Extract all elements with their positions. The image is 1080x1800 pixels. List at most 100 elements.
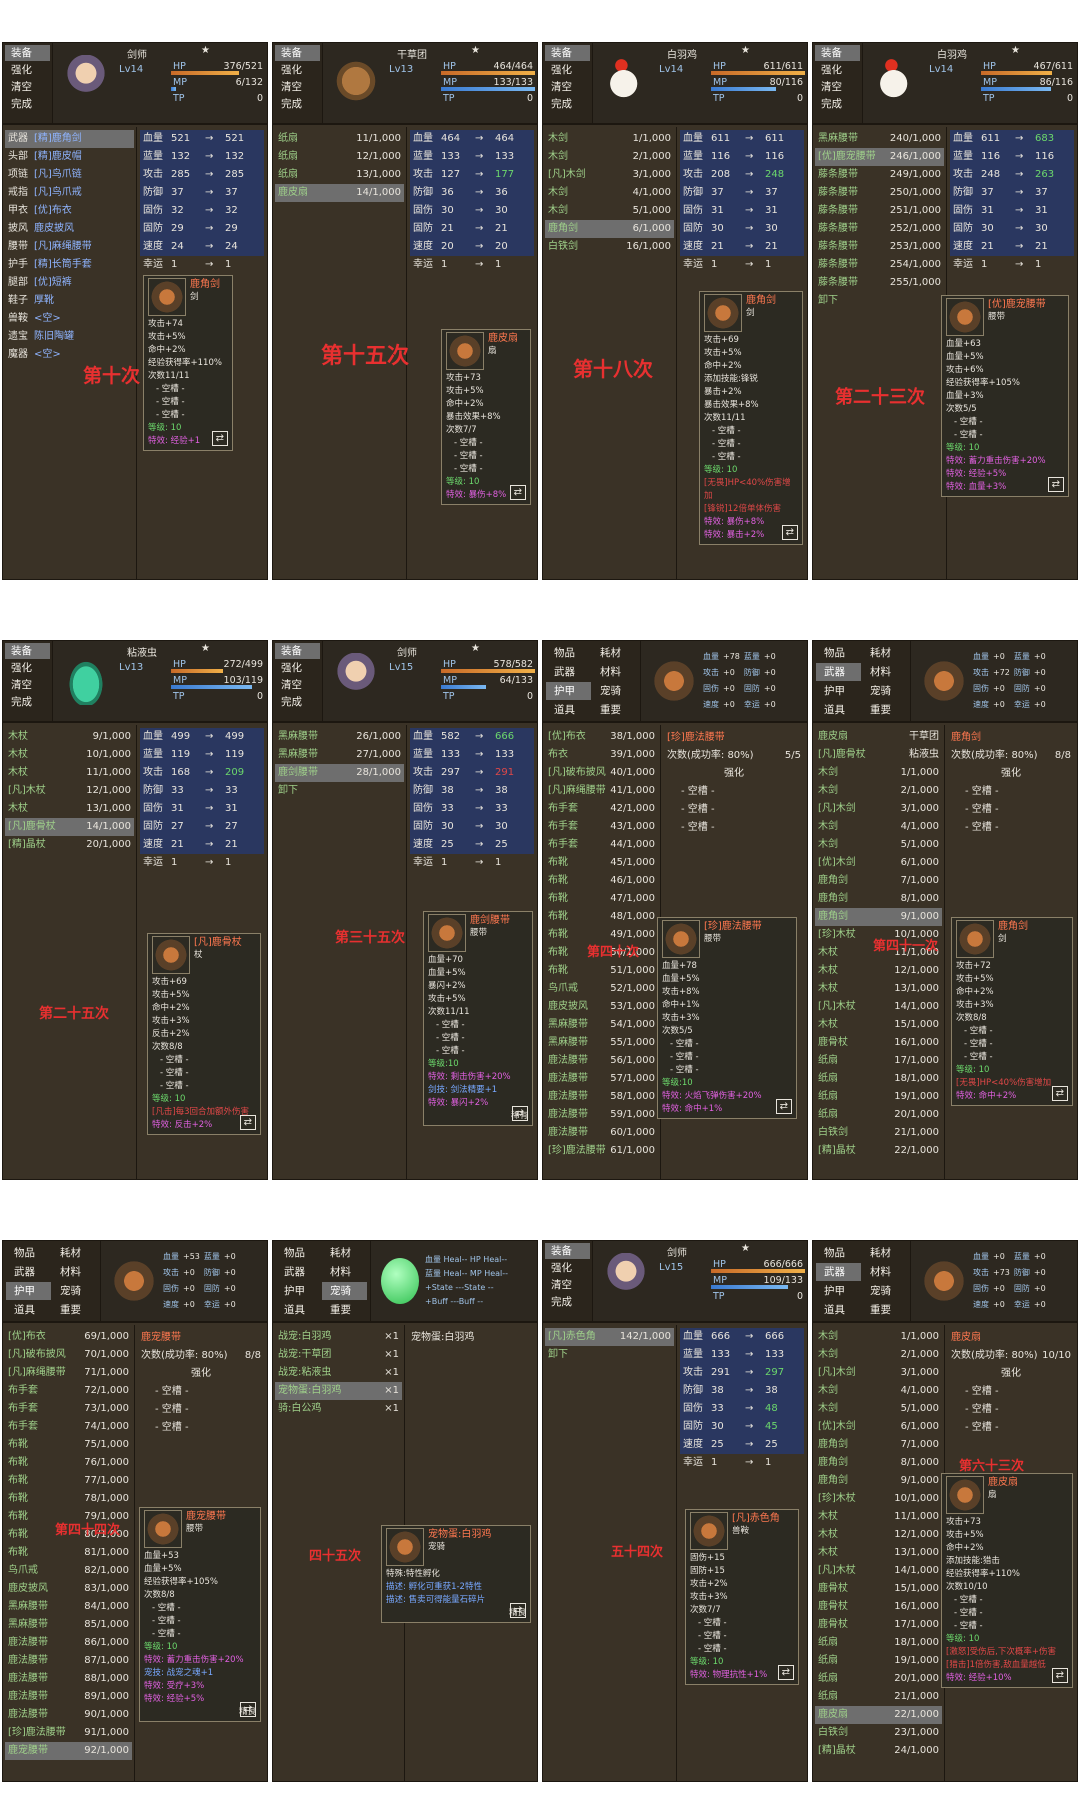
cmd-done[interactable]: 完成 (11, 696, 32, 708)
cmd-enhance[interactable]: 强化 (551, 64, 572, 76)
list-item[interactable]: 卸下 (275, 782, 404, 800)
list-item[interactable]: 纸扇 12/1,000 (275, 148, 404, 166)
cmd-done[interactable]: 完成 (551, 98, 572, 110)
list-item[interactable]: 藤条腰带 249/1,000 (815, 166, 944, 184)
cat-tool[interactable]: 道具 (824, 704, 845, 716)
list-item[interactable]: [凡]木杖 14/1,000 (815, 998, 942, 1016)
list-item[interactable]: 战宠:白羽鸡 ×1 (275, 1328, 402, 1346)
list-item[interactable]: 木剑 4/1,000 (815, 818, 942, 836)
list-item[interactable]: 宠物蛋:白羽鸡 ×1 (275, 1382, 402, 1400)
swap-icon[interactable]: ⇄ (777, 1665, 794, 1680)
swap-icon[interactable]: ⇄ (509, 485, 526, 500)
cat-pet[interactable]: 宠骑 (322, 1282, 367, 1300)
cat-item[interactable]: 物品 (824, 1247, 845, 1259)
list-item[interactable]: 鹿皮扇 22/1,000 (815, 1706, 942, 1724)
list-item[interactable]: [优]鹿宠腰带 246/1,000 (815, 148, 944, 166)
empty-slot[interactable]: - 空槽 - (155, 1422, 189, 1433)
swap-icon[interactable]: ⇄ (511, 1106, 528, 1121)
list-item[interactable]: [优]木剑 6/1,000 (815, 1418, 942, 1436)
list-item[interactable]: 木杖 13/1,000 (5, 800, 134, 818)
list-item[interactable]: [凡]麻绳腰带 41/1,000 (545, 782, 658, 800)
list-item[interactable]: 木剑 1/1,000 (815, 1328, 942, 1346)
list-item[interactable]: 鹿角剑 8/1,000 (815, 890, 942, 908)
list-item[interactable]: 鸟爪戒 52/1,000 (545, 980, 658, 998)
cmd-clear[interactable]: 清空 (11, 679, 32, 691)
list-item[interactable]: 黑麻腰带 54/1,000 (545, 1016, 658, 1034)
cat-armor[interactable]: 护甲 (546, 682, 591, 700)
list-item[interactable]: 纸扇 13/1,000 (275, 166, 404, 184)
list-item[interactable]: [精]晶杖 24/1,000 (815, 1742, 942, 1760)
list-item[interactable]: 布靴 48/1,000 (545, 908, 658, 926)
cat-armor[interactable]: 护甲 (284, 1285, 305, 1297)
cmd-done[interactable]: 完成 (11, 98, 32, 110)
list-item[interactable]: 纸扇 20/1,000 (815, 1106, 942, 1124)
list-item[interactable]: 木剑 4/1,000 (815, 1382, 942, 1400)
empty-slot[interactable]: - 空槽 - (155, 1404, 189, 1415)
list-item[interactable]: 鹿法腰带 59/1,000 (545, 1106, 658, 1124)
list-item[interactable]: 布手套 73/1,000 (5, 1400, 132, 1418)
swap-icon[interactable]: ⇄ (1051, 1668, 1068, 1683)
cat-important[interactable]: 重要 (600, 704, 621, 716)
cat-item[interactable]: 物品 (14, 1247, 35, 1259)
list-item[interactable]: 木杖 13/1,000 (815, 980, 942, 998)
cmd-equip[interactable]: 装备 (545, 1243, 590, 1259)
cmd-clear[interactable]: 清空 (551, 81, 572, 93)
list-item[interactable]: 藤条腰带 251/1,000 (815, 202, 944, 220)
list-item[interactable]: [珍]木杖 10/1,000 (815, 1490, 942, 1508)
list-item[interactable]: 鹿角剑 7/1,000 (815, 1436, 942, 1454)
list-item[interactable]: 鹿骨杖 17/1,000 (815, 1616, 942, 1634)
cat-tool[interactable]: 道具 (284, 1304, 305, 1316)
swap-icon[interactable]: ⇄ (509, 1603, 526, 1618)
cat-item[interactable]: 物品 (824, 647, 845, 659)
list-item[interactable]: 黑麻腰带 26/1,000 (275, 728, 404, 746)
list-item[interactable]: 布手套 42/1,000 (545, 800, 658, 818)
list-item[interactable]: 藤条腰带 255/1,000 (815, 274, 944, 292)
cat-tool[interactable]: 道具 (824, 1304, 845, 1316)
list-item[interactable]: 鹿法腰带 57/1,000 (545, 1070, 658, 1088)
cmd-equip[interactable]: 装备 (5, 45, 50, 61)
list-item[interactable]: 鹿法腰带 58/1,000 (545, 1088, 658, 1106)
list-item[interactable]: [凡]破布披风 40/1,000 (545, 764, 658, 782)
cmd-equip[interactable]: 装备 (545, 45, 590, 61)
cat-consumable[interactable]: 耗材 (600, 647, 621, 659)
cat-material[interactable]: 材料 (870, 666, 891, 678)
equip-slot[interactable]: 武器 [精]鹿角剑 (5, 130, 134, 148)
list-item[interactable]: 木杖 15/1,000 (815, 1016, 942, 1034)
list-item[interactable]: 木剑 5/1,000 (815, 836, 942, 854)
cat-pet[interactable]: 宠骑 (870, 685, 891, 697)
cmd-done[interactable]: 完成 (821, 98, 842, 110)
list-item[interactable]: 纸扇 18/1,000 (815, 1634, 942, 1652)
list-item[interactable]: 布靴 51/1,000 (545, 962, 658, 980)
list-item[interactable]: 鹿骨杖 16/1,000 (815, 1598, 942, 1616)
list-item[interactable]: 鹿法腰带 89/1,000 (5, 1688, 132, 1706)
list-item[interactable]: 布手套 43/1,000 (545, 818, 658, 836)
list-item[interactable]: 鹿角剑 9/1,000 (815, 1472, 942, 1490)
list-item[interactable]: 布靴 81/1,000 (5, 1544, 132, 1562)
equip-slot[interactable]: 披风 鹿皮披风 (5, 220, 134, 238)
list-item[interactable]: 木杖 11/1,000 (5, 764, 134, 782)
list-item[interactable]: [凡]鹿骨杖 14/1,000 (5, 818, 134, 836)
cmd-enhance[interactable]: 强化 (281, 64, 302, 76)
cat-material[interactable]: 材料 (330, 1266, 351, 1278)
list-item[interactable]: 鹿法腰带 56/1,000 (545, 1052, 658, 1070)
cat-consumable[interactable]: 耗材 (330, 1247, 351, 1259)
list-item[interactable]: 藤条腰带 253/1,000 (815, 238, 944, 256)
list-item[interactable]: 鹿法腰带 87/1,000 (5, 1652, 132, 1670)
list-item[interactable]: 木杖 9/1,000 (5, 728, 134, 746)
list-item[interactable]: 纸扇 17/1,000 (815, 1052, 942, 1070)
equip-slot[interactable]: 魔器 <空> (5, 346, 134, 364)
cmd-clear[interactable]: 清空 (11, 81, 32, 93)
empty-slot[interactable]: - 空槽 - (965, 1404, 999, 1415)
list-item[interactable]: 白铁剑 23/1,000 (815, 1724, 942, 1742)
empty-slot[interactable]: - 空槽 - (965, 1422, 999, 1433)
cat-important[interactable]: 重要 (60, 1304, 81, 1316)
cmd-equip[interactable]: 装备 (5, 643, 50, 659)
list-item[interactable]: 布靴 50/1,000 (545, 944, 658, 962)
list-item[interactable]: [凡]木杖 12/1,000 (5, 782, 134, 800)
list-item[interactable]: 鹿法腰带 86/1,000 (5, 1634, 132, 1652)
cmd-enhance[interactable]: 强化 (551, 1262, 572, 1274)
list-item[interactable]: 布靴 77/1,000 (5, 1472, 132, 1490)
cat-consumable[interactable]: 耗材 (870, 647, 891, 659)
list-item[interactable]: 鹿法腰带 88/1,000 (5, 1670, 132, 1688)
cmd-clear[interactable]: 清空 (821, 81, 842, 93)
